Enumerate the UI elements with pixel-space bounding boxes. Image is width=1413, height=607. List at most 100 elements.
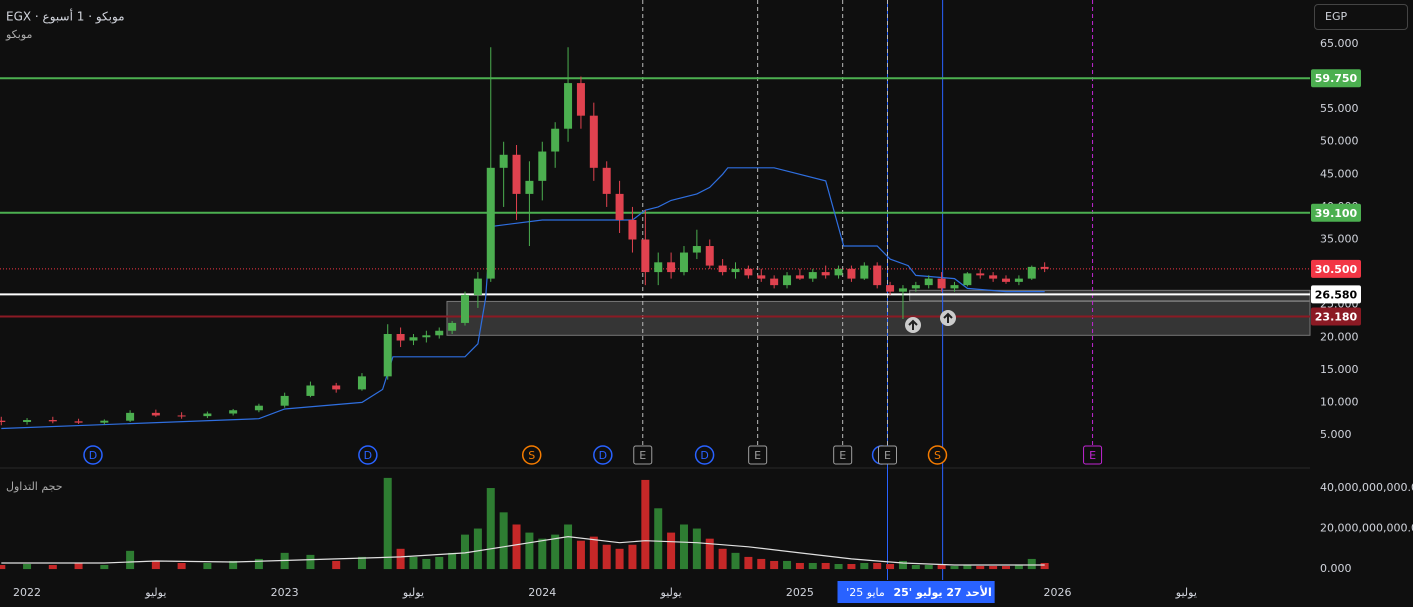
volume-ma-line (1, 535, 1045, 566)
candle-body (898, 288, 907, 292)
volume-bar (937, 565, 946, 570)
candle-body (1040, 266, 1049, 269)
x-tick-label: 2023 (271, 586, 299, 599)
candle-body (589, 115, 598, 168)
event-badge (633, 445, 653, 465)
candle-body (473, 278, 482, 295)
candle-body (383, 334, 392, 377)
candle-body (177, 415, 186, 417)
indicator-line (1, 167, 1045, 430)
volume-bar (396, 548, 405, 570)
candle-body (486, 167, 495, 279)
candle-body (860, 265, 869, 279)
volume-bar (100, 565, 109, 570)
candle-body (718, 265, 727, 273)
crosshair-box (837, 581, 995, 603)
volume-bar (692, 528, 701, 570)
level-label-bg (1311, 307, 1361, 326)
candle-body (538, 151, 547, 181)
level-label: 59.750 (1315, 72, 1358, 85)
candle-body (409, 337, 418, 341)
event-label: E (884, 449, 891, 462)
y-tick-label: 10.000 (1320, 395, 1359, 408)
level-label-bg (1311, 69, 1361, 88)
candle-body (976, 273, 985, 276)
candle-body (963, 273, 972, 286)
currency-button[interactable]: EGP (1314, 4, 1408, 30)
candle-body (937, 278, 946, 289)
event-badge (694, 445, 715, 465)
volume-bar (795, 562, 804, 570)
volume-bar (1040, 562, 1049, 570)
candle-body (396, 334, 405, 341)
volume-tick-label: 20,000,000,000.000 (1320, 522, 1413, 535)
volume-bar (860, 562, 869, 570)
candle-body (525, 180, 534, 194)
volume-bar (357, 556, 366, 570)
volume-tick-label: 0.000 (1320, 562, 1352, 575)
volume-bar (383, 477, 392, 570)
candle-body (499, 154, 508, 168)
candle-body (435, 330, 444, 336)
volume-bar (1002, 566, 1011, 570)
volume-bar (821, 562, 830, 570)
volume-bar (0, 565, 6, 570)
candle-body (911, 285, 920, 289)
candle-body (834, 268, 843, 276)
event-label: E (754, 449, 761, 462)
x-tick-label: يوليو (660, 586, 682, 599)
candle-body (821, 272, 830, 276)
y-tick-label: 15.000 (1320, 363, 1359, 376)
event-badge (878, 445, 898, 465)
candle-body (757, 275, 766, 279)
volume-bar (705, 538, 714, 570)
volume-bar (783, 560, 792, 570)
y-tick-label: 45.000 (1320, 167, 1359, 180)
candle-body (332, 385, 341, 390)
event-label: D (364, 449, 372, 462)
candle-body (847, 268, 856, 279)
y-tick-label: 50.000 (1320, 135, 1359, 148)
volume-bar (924, 565, 933, 570)
volume-bar (306, 554, 315, 570)
level-label-bg (1311, 259, 1361, 278)
volume-bar (332, 560, 341, 570)
volume-bar (834, 563, 843, 570)
candle-body (48, 420, 57, 422)
event-badge (593, 445, 613, 465)
event-label: D (700, 449, 708, 462)
event-label: E (839, 449, 846, 462)
event-badge (1083, 445, 1103, 465)
volume-bar (564, 524, 573, 570)
candle-body (461, 294, 470, 323)
x-tick-label: يوليو (402, 586, 424, 599)
event-label: E (1089, 449, 1096, 462)
candle-body (808, 272, 817, 279)
x-tick-label: يوليو (1175, 586, 1197, 599)
volume-bar (1027, 558, 1036, 570)
candle-body (357, 376, 366, 390)
candle-body (692, 246, 701, 253)
y-tick-label: 55.000 (1320, 102, 1359, 115)
event-badge (521, 445, 542, 465)
volume-bar (177, 562, 186, 570)
volume-bar (615, 548, 624, 570)
volume-bar (538, 538, 547, 570)
volume-bar (847, 563, 856, 570)
candle-body (126, 412, 135, 421)
volume-bar (551, 534, 560, 570)
candle-body (576, 83, 585, 116)
volume-bar (744, 556, 753, 570)
candle-body (602, 167, 611, 194)
candle-body (654, 262, 663, 273)
crosshair-label: '25 مايو (846, 586, 885, 599)
candle-body (770, 278, 779, 286)
candle-body (100, 420, 109, 423)
candle-body (74, 421, 83, 423)
candle-body (1002, 278, 1011, 282)
volume-bar (576, 540, 585, 570)
volume-bar (409, 556, 418, 570)
y-tick-label: 5.000 (1320, 428, 1352, 441)
candle-body (551, 128, 560, 152)
level-label: 26.580 (1315, 288, 1358, 301)
